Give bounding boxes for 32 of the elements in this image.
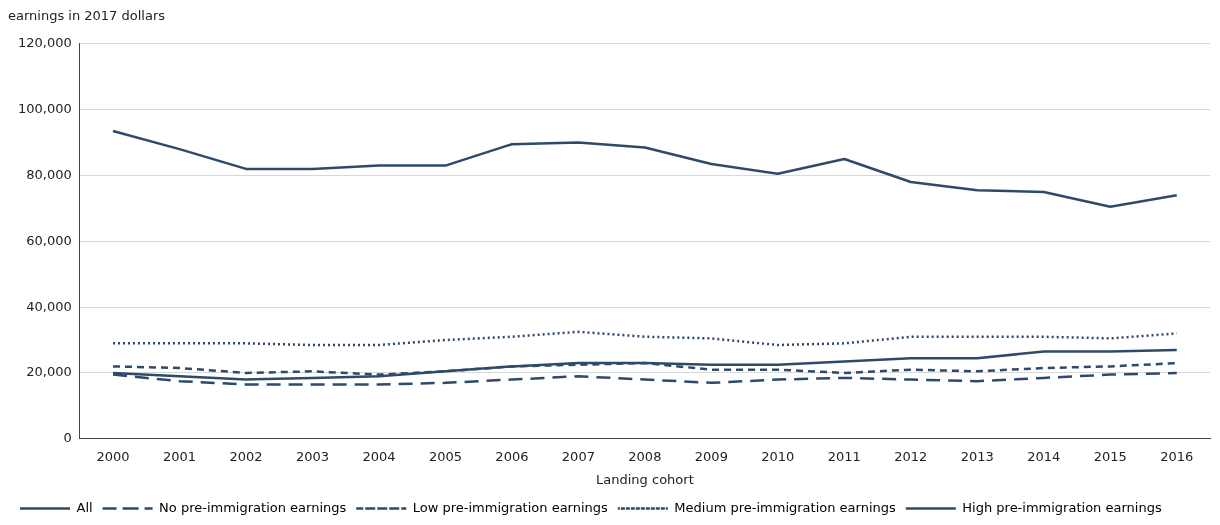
x-tick-label: 2006 (495, 448, 529, 464)
y-tick-label: 40,000 (26, 298, 72, 314)
x-tick-label: 2009 (694, 448, 728, 464)
line-series (111, 330, 1179, 347)
y-tick-label: 0 (63, 430, 72, 446)
x-tick-label: 2007 (561, 448, 595, 464)
x-tick-label: 2013 (960, 448, 994, 464)
x-tick-label: 2005 (428, 448, 462, 464)
x-axis-title: Landing cohort (596, 471, 694, 487)
x-tick-label: 2000 (96, 448, 130, 464)
legend-label: Medium pre-immigration earnings (674, 499, 897, 515)
x-tick-label: 2008 (628, 448, 662, 464)
y-tick-label: 80,000 (26, 166, 72, 182)
y-tick-label: 60,000 (26, 232, 72, 248)
x-tick-label: 2011 (827, 448, 861, 464)
x-tick-label: 2010 (761, 448, 795, 464)
y-tick-label: 100,000 (17, 101, 72, 117)
x-tick-label: 2016 (1160, 448, 1194, 464)
x-tick-label: 2003 (295, 448, 329, 464)
x-tick-label: 2015 (1093, 448, 1127, 464)
legend-label: All (76, 499, 93, 515)
x-tick-label: 2004 (362, 448, 396, 464)
legend-label: No pre-immigration earnings (159, 499, 347, 515)
x-tick-label: 2002 (229, 448, 263, 464)
x-tick-label: 2001 (162, 448, 197, 464)
y-tick-label: 20,000 (26, 364, 72, 380)
legend-label: Low pre-immigration earnings (412, 499, 609, 515)
x-tick-label: 2012 (894, 448, 928, 464)
legend-label: High pre-immigration earnings (962, 499, 1162, 515)
y-tick-label: 120,000 (17, 35, 72, 51)
y-axis-title: earnings in 2017 dollars (8, 8, 166, 23)
x-tick-label: 2014 (1027, 448, 1061, 464)
